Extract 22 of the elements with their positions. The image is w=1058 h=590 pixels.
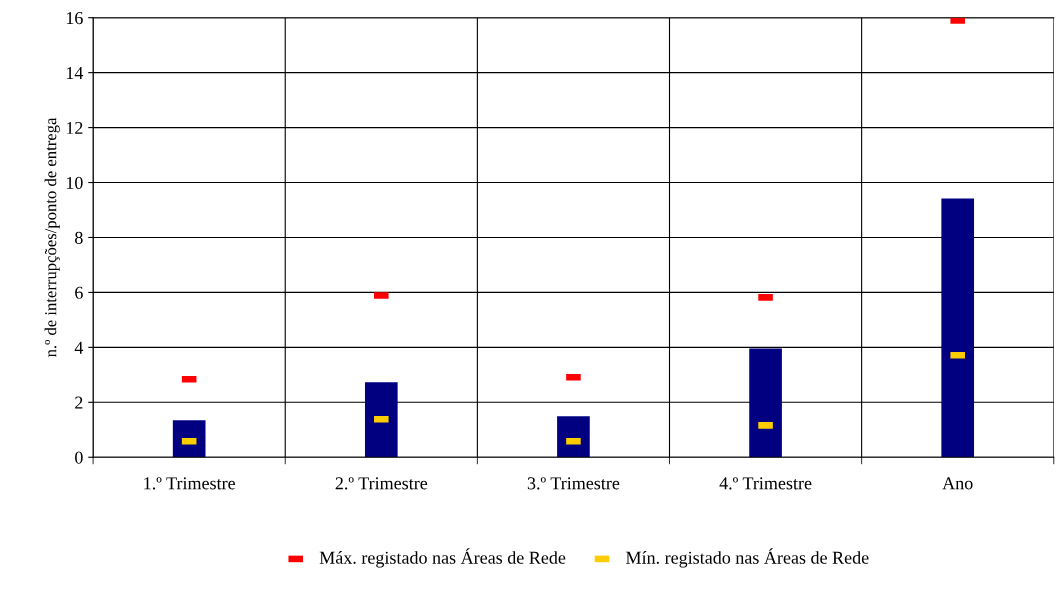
y-tick-label: 0 bbox=[75, 451, 83, 464]
x-tick-label: Ano bbox=[942, 477, 973, 490]
y-tick-label: 6 bbox=[75, 286, 83, 299]
bar bbox=[364, 382, 398, 458]
bar bbox=[557, 416, 590, 458]
bar bbox=[941, 198, 975, 458]
y-axis-title: n.º de interrupções/ponto de entrega bbox=[44, 117, 60, 357]
legend-label: Mín. registado nas Áreas de Rede bbox=[626, 548, 869, 568]
x-tick-label: 4.º Trimestre bbox=[719, 477, 812, 490]
y-tick-label: 14 bbox=[66, 66, 84, 79]
x-tick-label: 3.º Trimestre bbox=[527, 477, 620, 490]
y-tick-label: 12 bbox=[66, 121, 83, 134]
y-tick-label: 16 bbox=[66, 12, 83, 25]
y-tick-label: 10 bbox=[66, 176, 83, 189]
y-tick-label: 4 bbox=[74, 341, 84, 354]
bar bbox=[172, 420, 206, 458]
y-tick-label: 8 bbox=[75, 231, 83, 244]
legend-label: Máx. registado nas Áreas de Rede bbox=[319, 548, 566, 568]
x-tick-label: 2.º Trimestre bbox=[335, 477, 428, 490]
x-tick-label: 1.º Trimestre bbox=[144, 477, 235, 490]
y-tick-label: 2 bbox=[75, 396, 83, 409]
bar bbox=[749, 348, 782, 458]
